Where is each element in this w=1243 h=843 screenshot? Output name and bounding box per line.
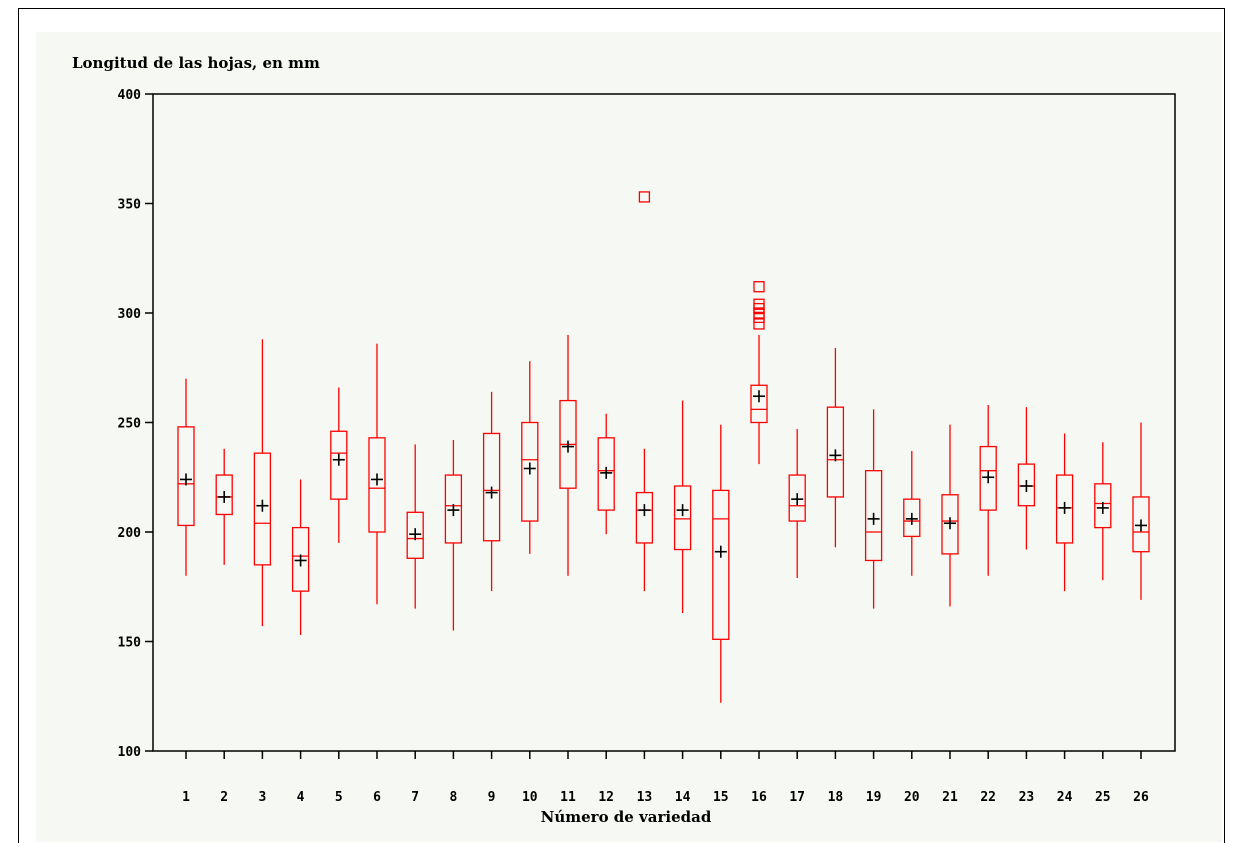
x-axis-title: Número de variedad — [541, 808, 712, 826]
iqr-box — [673, 485, 692, 551]
iqr-box — [1132, 496, 1150, 553]
x-tick-label-21: 21 — [942, 790, 958, 805]
box-3 — [253, 339, 272, 627]
iqr-box — [1094, 483, 1112, 529]
box-17 — [788, 429, 806, 578]
x-tick-label-2: 2 — [220, 790, 228, 805]
iqr-box — [712, 489, 730, 640]
x-tick-label-8: 8 — [449, 790, 457, 805]
x-tick-label-7: 7 — [411, 790, 419, 805]
iqr-box — [979, 445, 997, 511]
chart-panel — [36, 32, 1222, 842]
iqr-box — [291, 526, 310, 592]
box-16 — [750, 281, 768, 465]
box-2 — [215, 448, 233, 565]
box-10 — [521, 361, 539, 554]
x-tick-label-19: 19 — [866, 790, 882, 805]
x-tick-label-26: 26 — [1133, 790, 1149, 805]
x-tick-label-11: 11 — [560, 790, 576, 805]
iqr-box — [903, 498, 921, 538]
box-11 — [559, 334, 577, 576]
box-6 — [368, 343, 386, 605]
x-tick-label-9: 9 — [488, 790, 496, 805]
iqr-box — [521, 421, 539, 522]
x-tick-label-10: 10 — [522, 790, 538, 805]
box-5 — [330, 387, 348, 543]
x-tick-label-16: 16 — [751, 790, 767, 805]
y-tick-label-100: 100 — [118, 745, 142, 760]
outlier-0 — [638, 191, 651, 203]
y-tick-label-350: 350 — [118, 198, 142, 213]
iqr-box — [444, 474, 463, 544]
figure-frame — [18, 8, 1225, 843]
box-13 — [635, 191, 654, 592]
x-tick-label-12: 12 — [598, 790, 614, 805]
iqr-box — [1055, 474, 1074, 544]
iqr-box — [177, 426, 195, 527]
x-tick-label-14: 14 — [675, 790, 691, 805]
box-1 — [177, 378, 195, 576]
iqr-box — [482, 432, 501, 542]
x-tick-label-23: 23 — [1019, 790, 1035, 805]
box-22 — [979, 404, 997, 576]
x-tick-label-24: 24 — [1057, 790, 1073, 805]
y-tick-label-400: 400 — [118, 88, 142, 103]
box-7 — [406, 444, 424, 609]
x-tick-label-15: 15 — [713, 790, 729, 805]
iqr-box — [368, 437, 386, 533]
box-20 — [903, 450, 921, 576]
iqr-box — [253, 452, 272, 566]
y-axis: 100 150 200 250 300 350 400 — [118, 88, 153, 760]
x-tick-label-3: 3 — [258, 790, 266, 805]
box-9 — [482, 391, 501, 592]
iqr-box — [635, 491, 654, 544]
x-tick-label-13: 13 — [637, 790, 653, 805]
x-axis: 1 2 3 4 5 6 7 8 9 10 11 12 13 14 15 16 17 18 19 20 21 22 23 24 2… — [182, 751, 1149, 805]
x-tick-label-25: 25 — [1095, 790, 1111, 805]
box-19 — [864, 409, 883, 609]
iqr-box — [864, 470, 883, 562]
box-8 — [444, 440, 463, 631]
x-tick-label-6: 6 — [373, 790, 381, 805]
box-18 — [826, 348, 845, 548]
outlier-4 — [753, 298, 765, 310]
y-tick-label-200: 200 — [118, 526, 142, 541]
x-tick-label-18: 18 — [828, 790, 844, 805]
box-4 — [291, 479, 310, 635]
box-12 — [597, 413, 615, 535]
x-tick-label-20: 20 — [904, 790, 920, 805]
box-26 — [1132, 422, 1150, 600]
box-14 — [673, 400, 692, 614]
plot-area — [152, 93, 1176, 752]
y-tick-label-250: 250 — [118, 417, 142, 432]
box-24 — [1055, 433, 1074, 592]
box-23 — [1017, 407, 1036, 550]
iqr-box — [788, 474, 806, 522]
outlier-0 — [753, 318, 765, 330]
box-21 — [941, 424, 959, 607]
x-tick-label-5: 5 — [335, 790, 343, 805]
iqr-box — [826, 406, 845, 498]
x-tick-label-1: 1 — [182, 790, 190, 805]
x-tick-label-17: 17 — [789, 790, 805, 805]
iqr-box — [406, 511, 424, 559]
iqr-box — [215, 474, 233, 516]
outlier-5 — [753, 281, 765, 293]
iqr-box — [941, 494, 959, 555]
box-15 — [712, 424, 730, 703]
y-axis-title: Longitud de las hojas, en mm — [72, 54, 320, 72]
x-tick-label-4: 4 — [297, 790, 305, 805]
iqr-box — [750, 384, 768, 424]
box-series — [177, 191, 1150, 703]
iqr-box — [1017, 463, 1036, 507]
y-tick-label-300: 300 — [118, 307, 142, 322]
iqr-box — [330, 430, 348, 500]
x-tick-label-22: 22 — [980, 790, 996, 805]
iqr-box — [597, 437, 615, 511]
y-tick-label-150: 150 — [118, 636, 142, 651]
box-25 — [1094, 442, 1112, 581]
